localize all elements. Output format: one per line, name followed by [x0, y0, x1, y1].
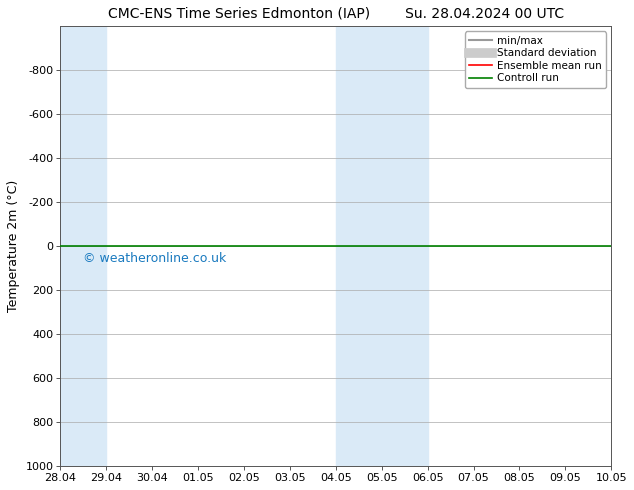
Title: CMC-ENS Time Series Edmonton (IAP)        Su. 28.04.2024 00 UTC: CMC-ENS Time Series Edmonton (IAP) Su. 2…: [108, 7, 564, 21]
Y-axis label: Temperature 2m (°C): Temperature 2m (°C): [7, 180, 20, 312]
Legend: min/max, Standard deviation, Ensemble mean run, Controll run: min/max, Standard deviation, Ensemble me…: [465, 31, 606, 88]
Bar: [60, 26, 107, 466]
Text: © weatheronline.co.uk: © weatheronline.co.uk: [84, 252, 226, 265]
Bar: [382, 26, 428, 466]
Bar: [336, 26, 382, 466]
